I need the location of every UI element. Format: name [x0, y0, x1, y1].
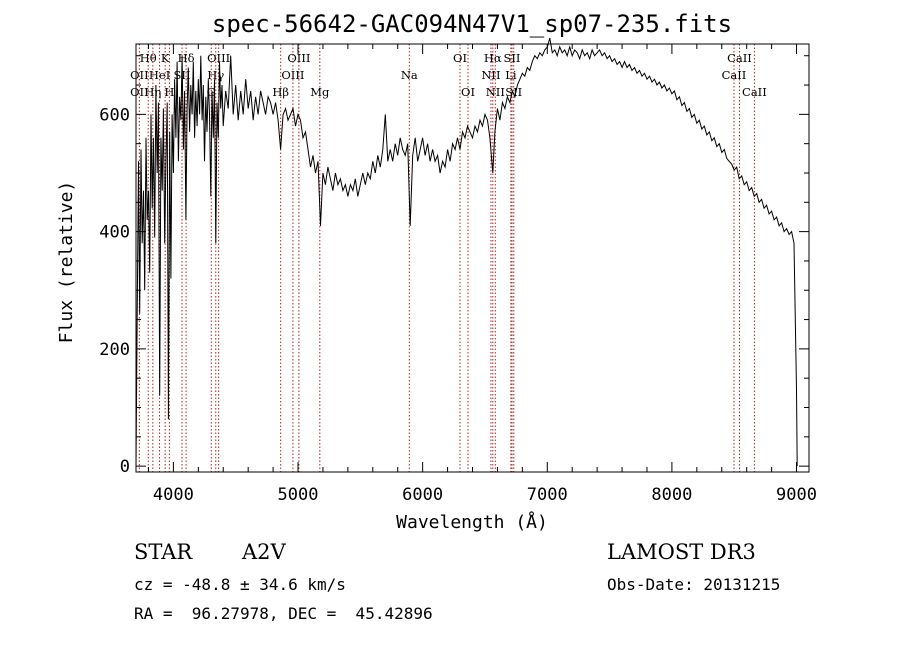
line-label-26: CaII [722, 68, 747, 82]
spectrum-trace [135, 37, 798, 467]
line-label-4: Hη [144, 85, 161, 99]
line-label-7: H [164, 85, 174, 99]
x-tick-label-9000: 9000 [776, 485, 817, 505]
coordinates: RA = 96.27978, DEC = 45.42896 [134, 604, 433, 623]
x-axis-ticks: 4000 5000 6000 7000 8000 9000 [147, 44, 817, 505]
y-tick-label-600: 600 [99, 105, 130, 125]
line-label-13: OIII [287, 51, 310, 65]
line-label-2: OII [130, 85, 149, 99]
line-label-23: NII [486, 85, 505, 99]
line-label-8: Hδ [178, 51, 195, 65]
spectral-line-markers [138, 44, 755, 472]
object-subclass: A2V [241, 540, 287, 564]
y-tick-label-0: 0 [120, 457, 130, 477]
survey-name: LAMOST DR3 [607, 540, 756, 564]
y-tick-label-400: 400 [99, 223, 130, 243]
line-label-25: CaII [727, 51, 752, 65]
line-label-0: Hθ [140, 51, 157, 65]
chart-title: spec-56642-GAC094N47V1_sp07-235.fits [212, 10, 732, 38]
line-label-10: Hγ [207, 68, 224, 82]
line-label-18: OI [461, 85, 475, 99]
line-label-19: Hα [484, 51, 502, 65]
line-label-20: SII [504, 51, 521, 65]
y-tick-label-200: 200 [99, 340, 130, 360]
x-tick-label-8000: 8000 [651, 485, 692, 505]
line-label-24: SII [505, 85, 522, 99]
x-tick-label-7000: 7000 [527, 485, 568, 505]
line-label-5: K [161, 51, 170, 65]
x-tick-label-4000: 4000 [153, 485, 194, 505]
line-label-12: Hβ [272, 85, 289, 99]
line-label-9: OIII [207, 51, 230, 65]
x-tick-label-5000: 5000 [278, 485, 319, 505]
y-axis-label: Flux (relative) [56, 181, 77, 344]
x-axis-label: Wavelength (Å) [396, 511, 548, 533]
x-tick-label-6000: 6000 [402, 485, 443, 505]
line-label-27: CaII [742, 85, 767, 99]
line-label-17: OI [453, 51, 467, 65]
redshift-cz: cz = -48.8 ± 34.6 km/s [134, 575, 346, 594]
observation-date: Obs-Date: 20131215 [607, 575, 780, 594]
object-class: STAR [134, 540, 193, 564]
y-axis-ticks: 0 200 400 600 [99, 55, 809, 477]
line-label-14: OIII [281, 68, 304, 82]
line-label-21: NII [481, 68, 500, 82]
line-label-3: HeI [149, 68, 170, 82]
line-label-11: G [207, 85, 216, 99]
line-label-16: Na [401, 68, 418, 82]
line-label-15: Mg [310, 85, 330, 99]
line-label-22: Li [505, 68, 517, 82]
line-label-1: OII [130, 68, 149, 82]
